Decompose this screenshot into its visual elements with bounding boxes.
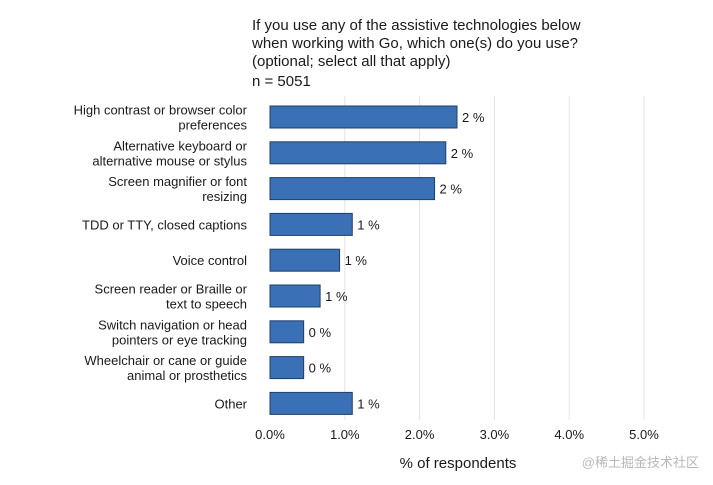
x-tick-label: 2.0% bbox=[405, 427, 435, 442]
category-label: Wheelchair or cane or guide bbox=[84, 353, 247, 368]
bar bbox=[269, 391, 353, 415]
category-label: Other bbox=[214, 396, 247, 411]
x-tick-label: 1.0% bbox=[330, 427, 360, 442]
bar bbox=[269, 248, 341, 272]
category-label: resizing bbox=[202, 189, 247, 204]
data-label: 1 % bbox=[345, 253, 368, 268]
x-tick-label: 3.0% bbox=[480, 427, 510, 442]
category-label: preferences bbox=[178, 118, 247, 133]
bar bbox=[269, 177, 436, 201]
bar bbox=[269, 141, 447, 165]
x-tick-label: 0.0% bbox=[255, 427, 285, 442]
data-label: 1 % bbox=[357, 396, 380, 411]
category-label: Voice control bbox=[173, 253, 248, 268]
bar bbox=[269, 105, 458, 129]
chart-subtitle: n = 5051 bbox=[252, 73, 311, 90]
category-label: text to speech bbox=[166, 297, 247, 312]
chart-title-line-3: (optional; select all that apply) bbox=[252, 53, 451, 70]
category-label: animal or prosthetics bbox=[127, 368, 247, 383]
bar bbox=[269, 212, 353, 236]
data-label: 1 % bbox=[357, 217, 380, 232]
data-label: 0 % bbox=[309, 325, 332, 340]
chart-title-line-1: If you use any of the assistive technolo… bbox=[252, 17, 581, 34]
data-label: 1 % bbox=[325, 289, 348, 304]
category-label: TDD or TTY, closed captions bbox=[82, 217, 247, 232]
data-label: 2 % bbox=[451, 146, 474, 161]
category-label: Switch navigation or head bbox=[98, 317, 247, 332]
chart-title-line-2: when working with Go, which one(s) do yo… bbox=[252, 35, 579, 52]
category-label: Screen reader or Braille or bbox=[95, 282, 248, 297]
bar bbox=[269, 356, 305, 380]
x-axis-label: % of respondents bbox=[400, 455, 517, 472]
bar bbox=[269, 284, 321, 308]
watermark: @稀土掘金技术社区 bbox=[581, 455, 699, 470]
data-label: 0 % bbox=[309, 361, 332, 376]
bar bbox=[269, 320, 305, 344]
data-label: 2 % bbox=[462, 110, 485, 125]
x-tick-label: 4.0% bbox=[554, 427, 584, 442]
x-tick-label: 5.0% bbox=[629, 427, 659, 442]
category-label: pointers or eye tracking bbox=[112, 332, 247, 347]
data-label: 2 % bbox=[440, 182, 463, 197]
category-label: Alternative keyboard or bbox=[113, 138, 247, 153]
category-label: High contrast or browser color bbox=[74, 103, 248, 118]
category-label: Screen magnifier or font bbox=[108, 174, 247, 189]
category-label: alternative mouse or stylus bbox=[92, 153, 247, 168]
